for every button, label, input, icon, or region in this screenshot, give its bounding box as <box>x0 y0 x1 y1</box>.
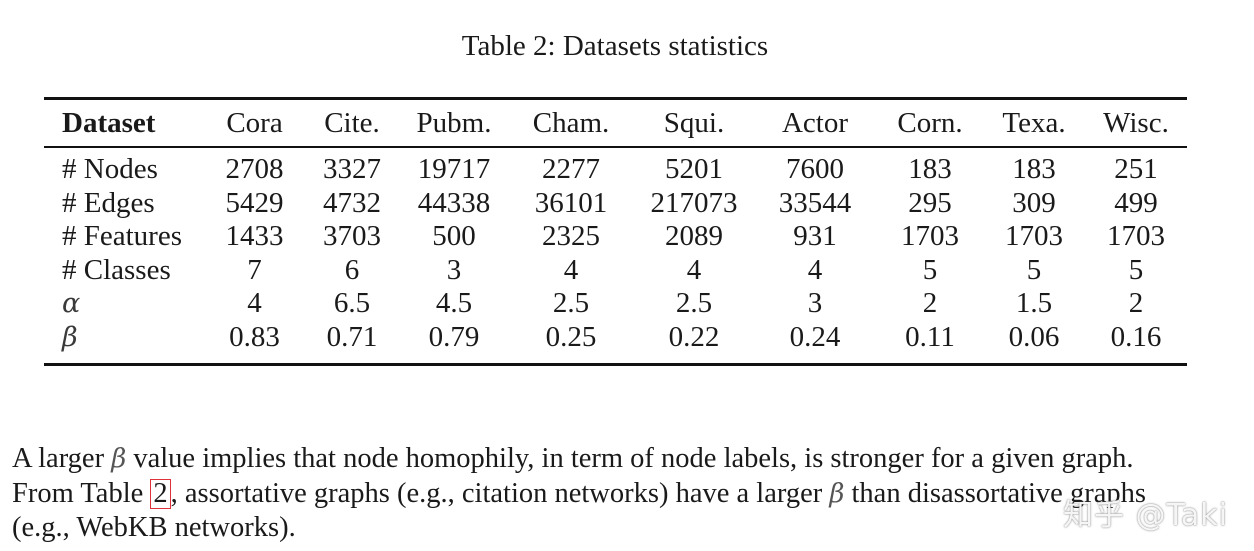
table-cell: 3 <box>446 253 462 286</box>
table-cell: 5 <box>1128 253 1144 286</box>
table-cell: 0.24 <box>789 320 841 353</box>
table-cell: 217073 <box>650 186 738 219</box>
table-cell: 2089 <box>665 220 723 252</box>
table-cell: 2 <box>922 287 938 319</box>
table-cell: 2325 <box>542 220 600 252</box>
row-label: # Classes <box>62 253 171 286</box>
table-cell: 5 <box>922 253 938 286</box>
table-cell: 5201 <box>665 153 723 185</box>
table-cell: 295 <box>908 186 952 219</box>
top-rule <box>44 97 1187 100</box>
table-reference-link[interactable]: 2 <box>150 478 171 509</box>
beta-inline-symbol: β <box>829 478 845 509</box>
table-row: α 4 6.5 4.5 2.5 2.5 3 2 1.5 2 <box>44 287 1187 321</box>
table-cell: 2708 <box>225 153 284 185</box>
table-cell: 4 <box>686 253 702 286</box>
row-label: # Edges <box>62 186 155 219</box>
header-cell: Cora <box>226 107 283 139</box>
header-cell: Actor <box>781 107 849 139</box>
table-cell: 36101 <box>534 186 608 219</box>
row-label-alpha: α <box>44 287 206 321</box>
table-cell: 2.5 <box>675 287 713 319</box>
paragraph-line-1: A larger β value implies that node homop… <box>12 442 1242 477</box>
table-cell: 5 <box>1026 253 1042 286</box>
table-cell: 3 <box>807 287 823 319</box>
row-label: # Nodes <box>62 153 158 185</box>
beta-inline-symbol: β <box>111 444 127 474</box>
table-cell: 4 <box>563 253 579 286</box>
table-row: # Nodes 2708 3327 19717 2277 5201 7600 1… <box>44 148 1187 187</box>
header-cell: Squi. <box>663 107 725 139</box>
table-cell: 3327 <box>323 153 381 185</box>
alpha-symbol: α <box>62 288 81 319</box>
table-cell: 0.79 <box>428 320 480 353</box>
body-paragraph: A larger β value implies that node homop… <box>12 442 1242 545</box>
beta-symbol: β <box>62 321 78 353</box>
table-cell: 6.5 <box>333 287 371 319</box>
table-cell: 309 <box>1012 186 1056 219</box>
row-label: # Features <box>62 220 182 252</box>
datasets-table: Dataset Cora Cite. Pubm. Cham. Squi. Act… <box>44 97 1187 366</box>
table-cell: 251 <box>1114 153 1158 185</box>
header-cell: Wisc. <box>1103 107 1169 139</box>
table-cell: 44338 <box>417 186 491 219</box>
table-cell: 2277 <box>542 153 600 185</box>
table-cell: 0.22 <box>668 320 720 353</box>
table-cell: 0.11 <box>905 320 955 353</box>
table-row: # Edges 5429 4732 44338 36101 217073 335… <box>44 187 1187 221</box>
table-cell: 6 <box>344 253 360 286</box>
table-cell: 0.83 <box>229 320 280 353</box>
table-cell: 0.71 <box>326 320 378 353</box>
table-cell: 0.06 <box>1008 320 1060 353</box>
table-cell: 2.5 <box>552 287 590 319</box>
table-cell: 4 <box>807 253 823 286</box>
table-row: # Features 1433 3703 500 2325 2089 931 1… <box>44 220 1187 254</box>
header-cell: Cham. <box>532 107 610 139</box>
text-span: From Table <box>12 477 151 509</box>
table-cell: 0.16 <box>1110 320 1162 353</box>
table-cell: 7600 <box>786 153 844 185</box>
table-cell: 4 <box>247 287 262 319</box>
table-cell: 1.5 <box>1015 287 1053 319</box>
watermark: 知乎 @Taki <box>1063 498 1228 533</box>
table-cell: 1703 <box>901 220 959 252</box>
table-cell: 183 <box>1012 153 1056 185</box>
table-cell: 5429 <box>225 186 284 219</box>
table-cell: 1703 <box>1005 220 1063 252</box>
table-cell: 33544 <box>778 186 852 219</box>
table-caption: Table 2: Datasets statistics <box>461 30 769 62</box>
table-cell: 1703 <box>1107 220 1165 252</box>
header-cell: Corn. <box>897 107 963 139</box>
bottom-rule <box>44 363 1187 366</box>
table-cell: 4732 <box>323 186 381 219</box>
text-span: , assortative graphs (e.g., citation net… <box>170 477 830 509</box>
text-span: than disassortative graphs <box>844 477 1146 509</box>
table-row: # Classes 7 6 3 4 4 4 5 5 5 <box>44 254 1187 288</box>
table-cell: 3703 <box>323 220 381 252</box>
table-cell: 183 <box>908 153 952 185</box>
paragraph-line-3: (e.g., WebKB networks). <box>12 512 296 543</box>
table-cell: 4.5 <box>435 287 473 319</box>
paragraph-line-2: From Table 2, assortative graphs (e.g., … <box>12 477 1242 512</box>
header-cell: Cite. <box>324 107 380 139</box>
row-label-beta: β <box>44 321 206 364</box>
table-header-row: Dataset Cora Cite. Pubm. Cham. Squi. Act… <box>44 100 1187 146</box>
table-cell: 2 <box>1128 287 1144 319</box>
table-cell: 499 <box>1114 186 1158 219</box>
header-cell: Dataset <box>62 107 156 139</box>
table-cell: 931 <box>793 220 837 252</box>
mid-rule <box>44 146 1187 148</box>
text-span: value implies that node homophily, in te… <box>126 443 1134 474</box>
table-cell: 1433 <box>225 220 284 252</box>
text-span: A larger <box>12 443 112 474</box>
table-cell: 0.25 <box>545 320 597 353</box>
table-cell: 500 <box>432 220 476 252</box>
table-cell: 19717 <box>417 153 491 185</box>
header-cell: Texa. <box>1002 107 1066 139</box>
table-cell: 7 <box>247 253 262 286</box>
header-cell: Pubm. <box>416 107 492 139</box>
table-row: β 0.83 0.71 0.79 0.25 0.22 0.24 0.11 0.0… <box>44 321 1187 364</box>
